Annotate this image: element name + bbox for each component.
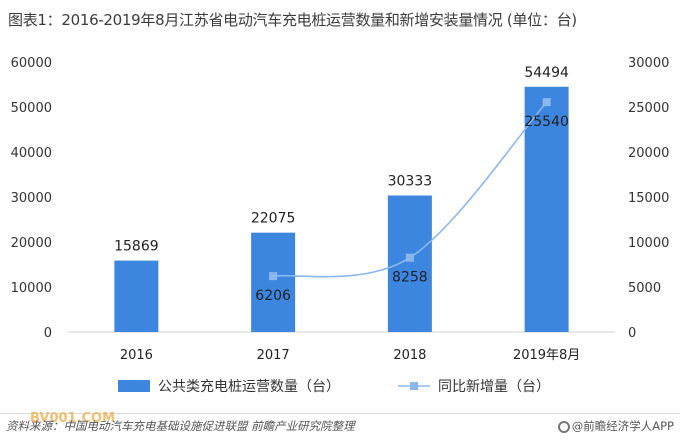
- bar: [387, 195, 432, 332]
- bar-data-label: 22075: [251, 211, 296, 227]
- y-left-tick-label: 30000: [11, 191, 52, 206]
- x-tick-label: 2018: [393, 348, 426, 363]
- y-left-tick-label: 10000: [11, 281, 52, 296]
- line-data-label: 6206: [255, 288, 291, 304]
- y-left-tick-label: 20000: [11, 236, 52, 251]
- x-tick-label: 2017: [257, 348, 290, 363]
- legend-line-label: 同比新增量（台）: [438, 379, 550, 395]
- y-right-tick-label: 5000: [628, 281, 661, 296]
- bar-data-label: 30333: [388, 174, 433, 190]
- line-point: [405, 253, 414, 262]
- brand-logo-icon: [557, 421, 570, 433]
- brand-credit: @前瞻经济学人APP: [557, 418, 674, 434]
- legend-bar-label: 公共类充电桩运营数量（台）: [158, 378, 340, 395]
- y-right-tick-label: 25000: [628, 101, 669, 116]
- footer-divider: [0, 413, 680, 414]
- y-right-tick-label: 0: [628, 326, 636, 341]
- bar: [524, 86, 569, 332]
- line-point: [542, 98, 551, 107]
- bar: [114, 260, 159, 332]
- bar-data-label: 15869: [114, 239, 159, 255]
- chart-title: 图表1：2016-2019年8月江苏省电动汽车充电桩运营数量和新增安装量情况 (…: [8, 11, 577, 29]
- y-right-tick-label: 20000: [628, 146, 669, 161]
- x-tick-label: 2019年8月: [513, 348, 580, 363]
- y-left-tick-label: 60000: [11, 56, 52, 71]
- y-right-tick-label: 10000: [628, 236, 669, 251]
- legend-line-marker: [410, 382, 418, 390]
- y-left-tick-label: 50000: [11, 101, 52, 116]
- source-note: 资料来源：中国电动汽车充电基础设施促进联盟 前瞻产业研究院整理: [6, 419, 355, 433]
- site-watermark: BV001.COM: [30, 411, 116, 426]
- y-left-tick-label: 40000: [11, 146, 52, 161]
- legend-bar-swatch: [118, 380, 150, 392]
- line-data-label: 25540: [524, 114, 569, 130]
- bar: [251, 232, 296, 332]
- y-right-tick-label: 15000: [628, 191, 669, 206]
- line-point: [269, 272, 278, 281]
- y-left-tick-label: 0: [44, 326, 52, 341]
- line-data-label: 8258: [392, 270, 428, 286]
- x-tick-label: 2016: [120, 348, 153, 363]
- bar-data-label: 54494: [524, 65, 569, 81]
- brand-text: @前瞻经济学人APP: [571, 419, 674, 433]
- y-right-tick-label: 30000: [628, 56, 669, 71]
